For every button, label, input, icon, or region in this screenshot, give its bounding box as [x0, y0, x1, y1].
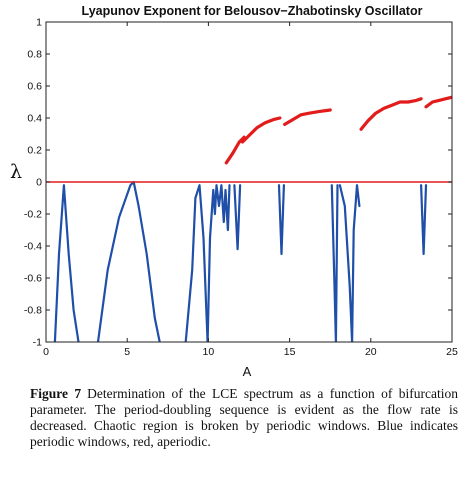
figure-caption: Figure 7 Determination of the LCE spectru…	[30, 386, 458, 450]
y-axis-title: λ	[10, 161, 22, 183]
series-periodic-segment-3	[206, 184, 231, 342]
series-periodic-segment-6	[330, 184, 339, 342]
y-tick-label-1: -0.8	[24, 305, 42, 317]
y-tick-label-9: 0.8	[27, 49, 42, 61]
series-aperiodic-segment-4	[424, 95, 452, 109]
x-tick-label-0: 0	[43, 346, 49, 358]
x-tick-label-1: 5	[124, 346, 130, 358]
series-aperiodic-segment-0	[224, 135, 246, 165]
series-periodic-segment-5	[277, 184, 285, 256]
y-tick-label-0: -1	[33, 337, 42, 349]
series-aperiodic-segment-2	[283, 108, 332, 127]
x-tick-label-4: 20	[365, 346, 377, 358]
y-tick-label-2: -0.6	[24, 273, 42, 285]
y-tick-label-7: 0.4	[27, 113, 42, 125]
series-periodic-segment-8	[420, 184, 428, 256]
series-periodic-segment-7	[338, 184, 361, 342]
x-axis-title: A	[243, 364, 252, 379]
series-periodic-segment-4	[233, 184, 242, 251]
y-tick-label-10: 1	[36, 17, 42, 29]
caption-label: Figure 7	[30, 386, 82, 401]
x-tick-label-5: 25	[446, 346, 458, 358]
x-tick-label-3: 15	[284, 346, 296, 358]
x-tick-label-2: 10	[203, 346, 215, 358]
y-tick-label-5: 0	[36, 177, 42, 189]
series-periodic-segment-1	[96, 180, 161, 342]
series-periodic-segment-2	[184, 184, 209, 342]
chart-title: Lyapunov Exponent for Belousov−Zhabotins…	[82, 4, 423, 18]
caption-text: Determination of the LCE spectrum as a f…	[30, 386, 458, 449]
y-tick-label-6: 0.2	[27, 145, 42, 157]
y-tick-label-8: 0.6	[27, 81, 42, 93]
series-aperiodic-segment-3	[359, 97, 423, 131]
lyapunov-chart: Lyapunov Exponent for Belousov−Zhabotins…	[10, 4, 458, 379]
series-periodic-segment-0	[53, 184, 80, 342]
y-tick-label-4: -0.2	[24, 209, 42, 221]
series-aperiodic-segment-1	[240, 116, 282, 144]
y-tick-label-3: -0.4	[24, 241, 42, 253]
